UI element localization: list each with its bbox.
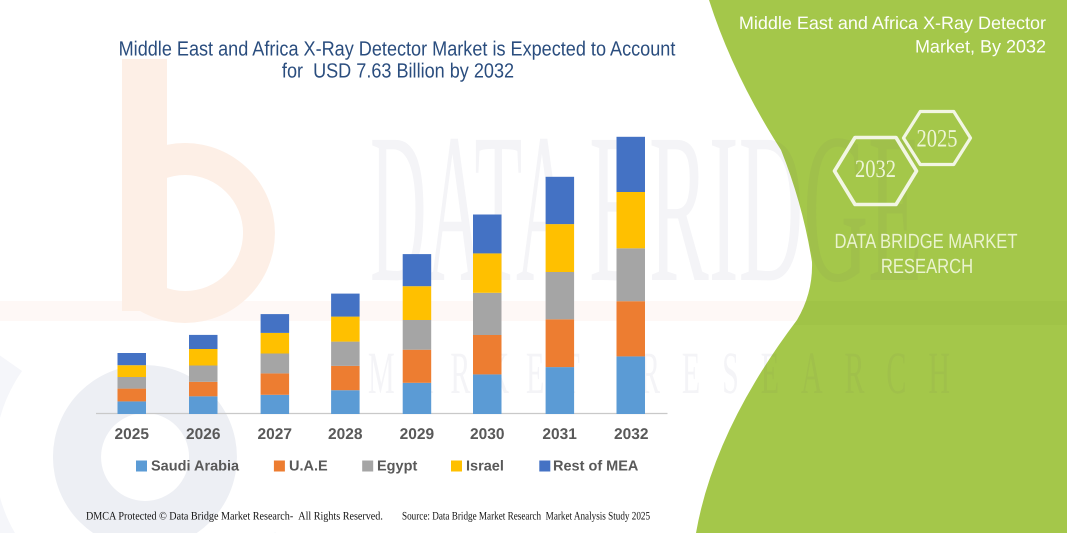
svg-text:2025: 2025 <box>917 126 958 153</box>
svg-text:2030: 2030 <box>470 426 504 443</box>
svg-text:2032: 2032 <box>614 426 648 443</box>
svg-text:Middle East and Africa X-Ray D: Middle East and Africa X-Ray Detector Ma… <box>119 38 676 61</box>
svg-text:2031: 2031 <box>542 426 577 443</box>
svg-text:RESEARCH: RESEARCH <box>881 255 973 278</box>
svg-text:Saudi Arabia: Saudi Arabia <box>151 459 240 475</box>
svg-text:Rest of MEA: Rest of MEA <box>553 459 639 475</box>
svg-text:2026: 2026 <box>186 426 221 443</box>
svg-text:2032: 2032 <box>855 156 896 183</box>
svg-text:2025: 2025 <box>114 426 149 443</box>
svg-text:for USD 7.63 Billion by 2032: for USD 7.63 Billion by 2032 <box>282 60 514 83</box>
svg-text:U.A.E: U.A.E <box>289 459 328 475</box>
svg-text:DATA: DATA <box>370 90 573 327</box>
svg-text:Market, By 2032: Market, By 2032 <box>915 36 1046 56</box>
svg-text:Egypt: Egypt <box>377 459 417 475</box>
svg-text:Source: Data Bridge Market Res: Source: Data Bridge Market Research Mark… <box>402 511 650 523</box>
svg-text:2028: 2028 <box>328 426 363 443</box>
svg-text:2027: 2027 <box>258 426 292 443</box>
svg-text:2029: 2029 <box>400 426 435 443</box>
svg-text:Israel: Israel <box>466 459 504 475</box>
svg-text:DMCA Protected © Data Bridge M: DMCA Protected © Data Bridge Market Rese… <box>86 511 383 523</box>
svg-text:DATA BRIDGE MARKET: DATA BRIDGE MARKET <box>835 230 1018 253</box>
svg-text:Middle East and Africa X-Ray D: Middle East and Africa X-Ray Detector <box>739 13 1046 33</box>
